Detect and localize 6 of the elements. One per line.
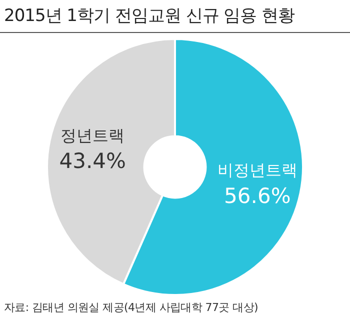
- chart-title: 2015년 1학기 전임교원 신규 임용 현황: [4, 5, 295, 27]
- text: 자료: 김태년 의원실 제공(4년제 사립대학 77곳 대상): [4, 300, 258, 315]
- slice-label: 정년트랙: [60, 126, 125, 145]
- data-label: 56.6%: [224, 184, 291, 208]
- data-label: 43.4%: [59, 149, 126, 174]
- slice-label: 비정년트랙: [217, 160, 298, 180]
